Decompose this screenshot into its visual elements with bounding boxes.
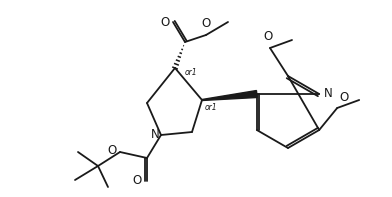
Polygon shape — [202, 90, 257, 100]
Text: O: O — [108, 145, 117, 157]
Text: N: N — [324, 86, 333, 99]
Text: or1: or1 — [205, 102, 218, 112]
Text: O: O — [201, 17, 211, 30]
Text: or1: or1 — [185, 68, 198, 76]
Text: O: O — [339, 91, 348, 104]
Text: O: O — [161, 16, 170, 29]
Text: O: O — [133, 175, 142, 188]
Text: O: O — [263, 30, 272, 43]
Text: N: N — [151, 128, 160, 141]
